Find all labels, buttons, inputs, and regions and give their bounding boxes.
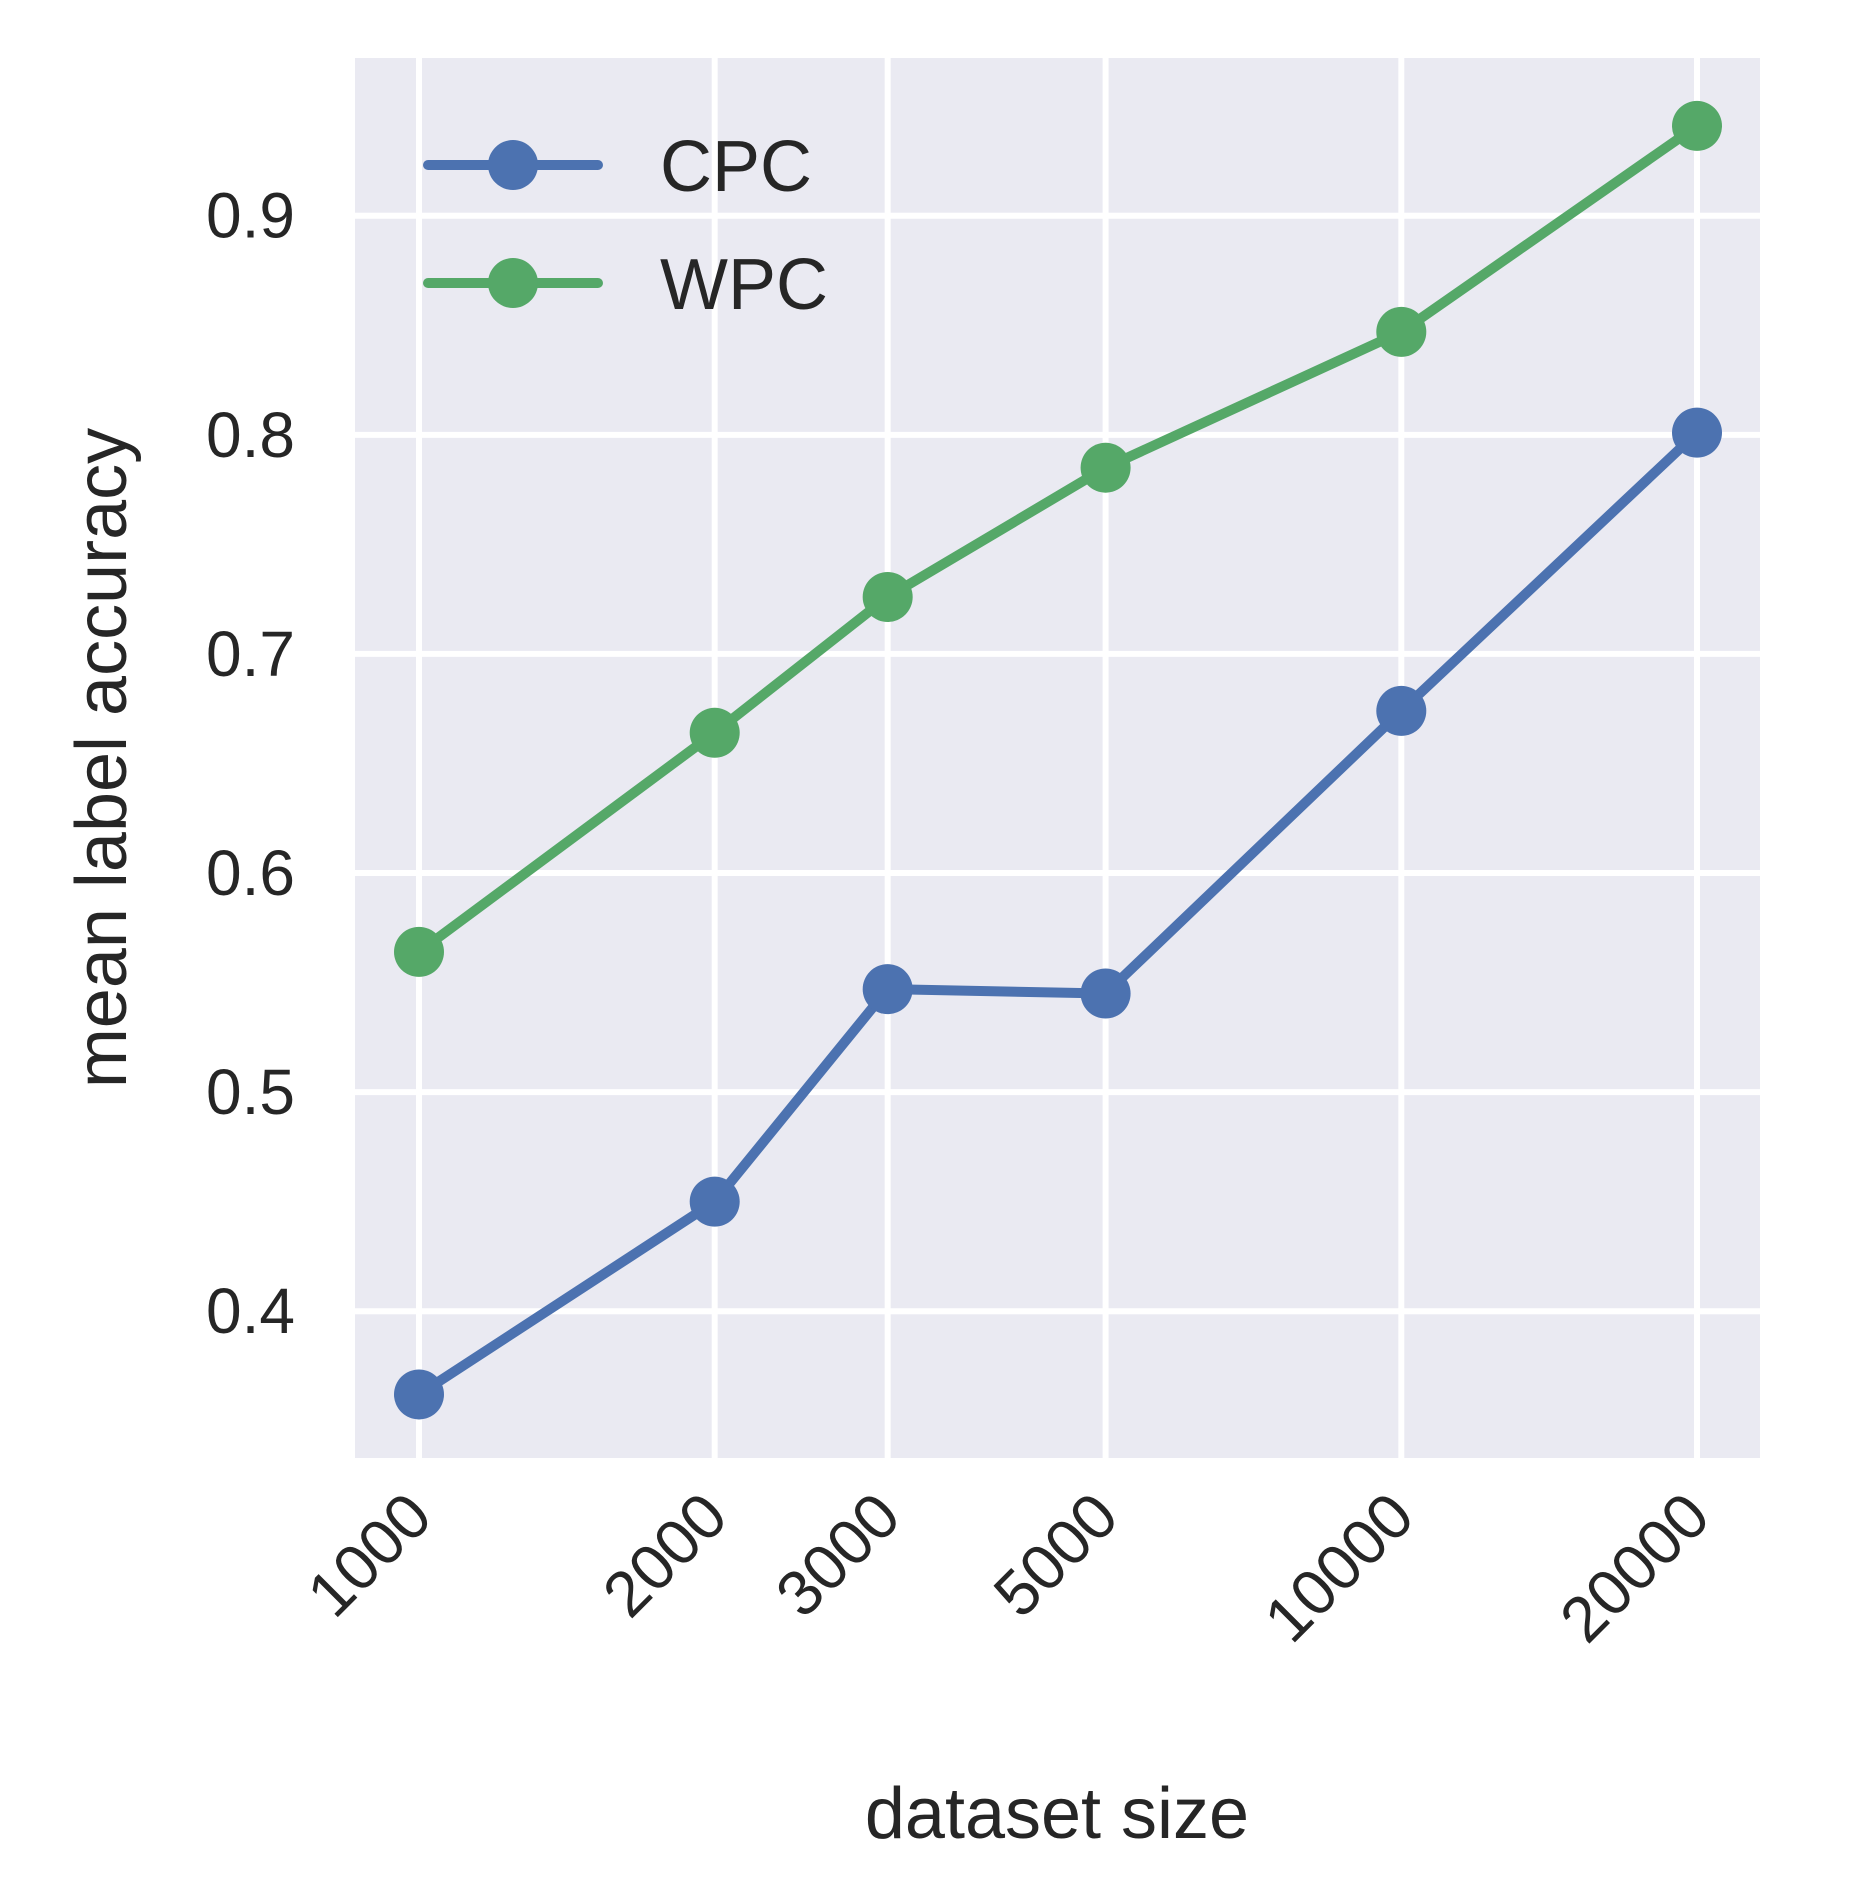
series-cpc (394, 407, 1722, 1420)
y-tick-label: 0.8 (206, 399, 295, 471)
y-tick-label: 0.9 (206, 180, 295, 252)
data-point (1672, 407, 1722, 458)
legend-label: WPC (660, 245, 828, 325)
y-tick-label: 0.7 (206, 618, 295, 690)
data-point (1376, 685, 1427, 736)
y-tick-label: 0.5 (206, 1056, 295, 1128)
data-point (862, 964, 913, 1015)
series-line (416, 429, 1701, 1399)
legend-item-cpc: CPC (423, 127, 812, 207)
data-point (689, 1176, 740, 1227)
x-tick-label: 3000 (762, 1479, 914, 1631)
data-point (862, 571, 913, 622)
x-tick-label: 5000 (980, 1479, 1132, 1631)
legend-label: CPC (660, 127, 812, 207)
legend-marker (488, 258, 538, 308)
data-point (689, 707, 740, 758)
x-tick-label: 20000 (1546, 1479, 1723, 1656)
x-tick-label: 10000 (1250, 1479, 1427, 1656)
legend-item-wpc: WPC (423, 245, 828, 325)
grid (355, 58, 1760, 1458)
data-point (1672, 100, 1722, 151)
y-tick-label: 0.6 (206, 837, 295, 909)
x-axis-ticks: 1000 2000 3000 5000 10000 20000 (293, 1479, 1723, 1656)
legend-marker (488, 140, 538, 190)
series-layer (394, 100, 1722, 1420)
legend: CPC WPC (423, 127, 828, 325)
series-line (416, 121, 1700, 956)
y-axis-label: mean label accuracy (62, 428, 142, 1088)
y-tick-label: 0.4 (206, 1275, 295, 1347)
data-point (1080, 442, 1131, 493)
data-point (394, 1369, 444, 1420)
series-wpc (394, 100, 1722, 977)
x-tick-label: 2000 (589, 1479, 741, 1631)
data-point (1080, 968, 1131, 1019)
y-axis-ticks: 0.4 0.5 0.6 0.7 0.8 0.9 (206, 180, 295, 1347)
x-axis-label: dataset size (865, 1774, 1249, 1854)
plot-background (355, 58, 1760, 1458)
data-point (394, 926, 444, 977)
data-point (1376, 306, 1427, 357)
x-tick-label: 1000 (293, 1479, 445, 1631)
